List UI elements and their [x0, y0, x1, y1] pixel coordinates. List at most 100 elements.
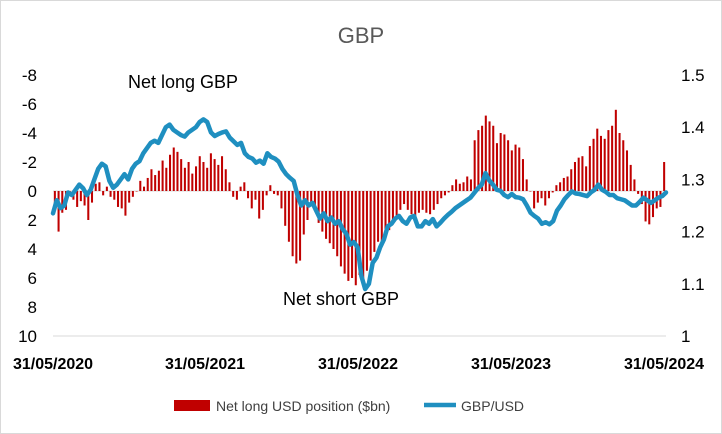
bar: [187, 162, 190, 191]
bar: [547, 191, 550, 199]
bar: [592, 138, 595, 191]
bar: [235, 191, 238, 200]
bar: [633, 179, 636, 191]
bar: [462, 182, 465, 191]
bar: [436, 191, 439, 205]
left-tick-label: -8: [22, 66, 37, 85]
bar: [280, 191, 283, 209]
bar: [105, 186, 108, 191]
bar: [406, 191, 409, 210]
left-tick-label: -4: [22, 124, 37, 143]
bar: [585, 166, 588, 191]
left-tick-label: 6: [28, 269, 37, 288]
bar: [603, 138, 606, 191]
left-tick-label: -2: [22, 153, 37, 172]
bar: [202, 162, 205, 191]
bar: [395, 191, 398, 218]
left-axis: -8 -6 -4 -2 0 2 4 6 8 10: [18, 66, 37, 346]
bar: [443, 191, 446, 196]
bar: [354, 191, 357, 286]
bar: [499, 133, 502, 191]
bar: [562, 177, 565, 191]
left-tick-label: 8: [28, 298, 37, 317]
bar: [466, 176, 469, 191]
x-tick-label: 31/05/2021: [165, 356, 245, 373]
bar: [195, 166, 198, 191]
bar: [644, 191, 647, 222]
bar: [139, 180, 142, 191]
bar: [287, 191, 290, 242]
bar: [607, 130, 610, 191]
bar-series: [53, 109, 666, 286]
left-tick-label: 0: [28, 182, 37, 201]
bar: [143, 186, 146, 191]
left-tick-label: 4: [28, 240, 37, 259]
bar: [380, 191, 383, 244]
bar: [161, 160, 164, 191]
bar: [432, 191, 435, 210]
bar: [551, 191, 554, 193]
bar: [191, 173, 194, 191]
bar: [599, 135, 602, 191]
legend-bar-swatch: [174, 400, 210, 411]
bar: [518, 147, 521, 191]
right-tick-label: 1.2: [681, 223, 705, 242]
bar: [614, 109, 617, 191]
bar: [425, 191, 428, 213]
bar: [169, 154, 172, 191]
bar: [440, 191, 443, 199]
bar: [232, 191, 235, 197]
bar: [146, 177, 149, 191]
bar: [157, 170, 160, 191]
bar: [369, 191, 372, 261]
bar: [221, 156, 224, 191]
bar: [384, 191, 387, 235]
bar: [455, 179, 458, 191]
bar: [258, 191, 261, 219]
bar: [276, 191, 279, 196]
bar: [503, 134, 506, 191]
bar: [165, 167, 168, 191]
bar: [83, 191, 86, 206]
bar: [481, 125, 484, 191]
bar: [533, 191, 536, 209]
bar: [362, 191, 365, 280]
bar: [351, 191, 354, 278]
bar: [116, 191, 120, 207]
left-tick-label: 2: [28, 211, 37, 230]
bar: [559, 182, 562, 191]
bar: [637, 191, 640, 194]
bar: [176, 151, 179, 191]
bar: [544, 191, 547, 206]
bar: [507, 140, 510, 191]
bar: [239, 186, 242, 191]
x-tick-label: 31/05/2023: [471, 356, 551, 373]
right-axis: 1.5 1.4 1.3 1.2 1.1 1: [681, 66, 705, 346]
x-tick-label: 31/05/2024: [624, 356, 704, 373]
bar: [570, 169, 573, 191]
bar: [254, 191, 257, 200]
bar: [213, 159, 216, 191]
bar: [313, 191, 316, 210]
bar: [596, 128, 599, 191]
bar: [540, 191, 543, 199]
bar: [310, 191, 313, 206]
gbpusd-line: [50, 117, 669, 292]
bar: [150, 169, 153, 191]
bar: [451, 185, 454, 191]
bar: [388, 191, 391, 231]
bar: [172, 147, 175, 191]
right-tick-label: 1: [681, 327, 690, 346]
bar: [87, 191, 90, 220]
bar: [536, 191, 539, 203]
bar: [206, 167, 209, 191]
bar: [399, 191, 402, 210]
bar: [555, 185, 558, 191]
bar: [514, 144, 517, 191]
bar: [76, 191, 79, 207]
legend: Net long USD position ($bn) GBP/USD: [174, 398, 524, 414]
bar: [421, 191, 424, 210]
bar: [447, 191, 450, 193]
bar: [228, 182, 231, 191]
